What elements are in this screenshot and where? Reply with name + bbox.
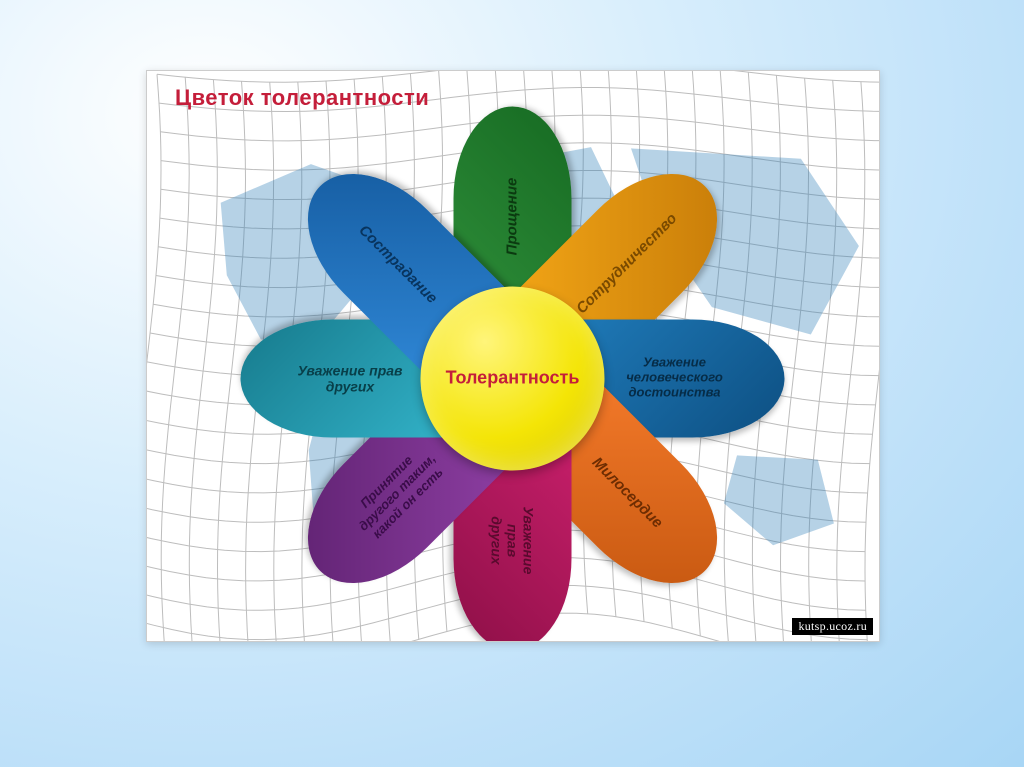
petal-label: Уважение человеческого достоинства bbox=[618, 356, 731, 401]
watermark: kutsp.ucoz.ru bbox=[792, 618, 873, 635]
petal-label: Сотрудничество bbox=[568, 204, 687, 323]
flower-center: Толерантность bbox=[421, 286, 605, 470]
petal-label: Принятие другого таким, какой он есть bbox=[340, 435, 455, 550]
diagram-card: Цветок толерантности ПрощениеСотрудничес… bbox=[146, 70, 880, 642]
page-background: Цветок толерантности ПрощениеСотрудничес… bbox=[0, 0, 1024, 767]
petal-label: Уважение прав других bbox=[488, 498, 536, 582]
petal-label: Прощение bbox=[504, 169, 521, 263]
petal-label: Уважение прав других bbox=[290, 362, 411, 394]
flower-diagram: ПрощениеСотрудничествоУважение человечес… bbox=[513, 378, 514, 379]
diagram-title: Цветок толерантности bbox=[175, 85, 429, 111]
flower-center-label: Толерантность bbox=[446, 368, 580, 389]
petal-label: Сострадание bbox=[350, 215, 447, 312]
petal-label: Милосердие bbox=[583, 448, 672, 537]
